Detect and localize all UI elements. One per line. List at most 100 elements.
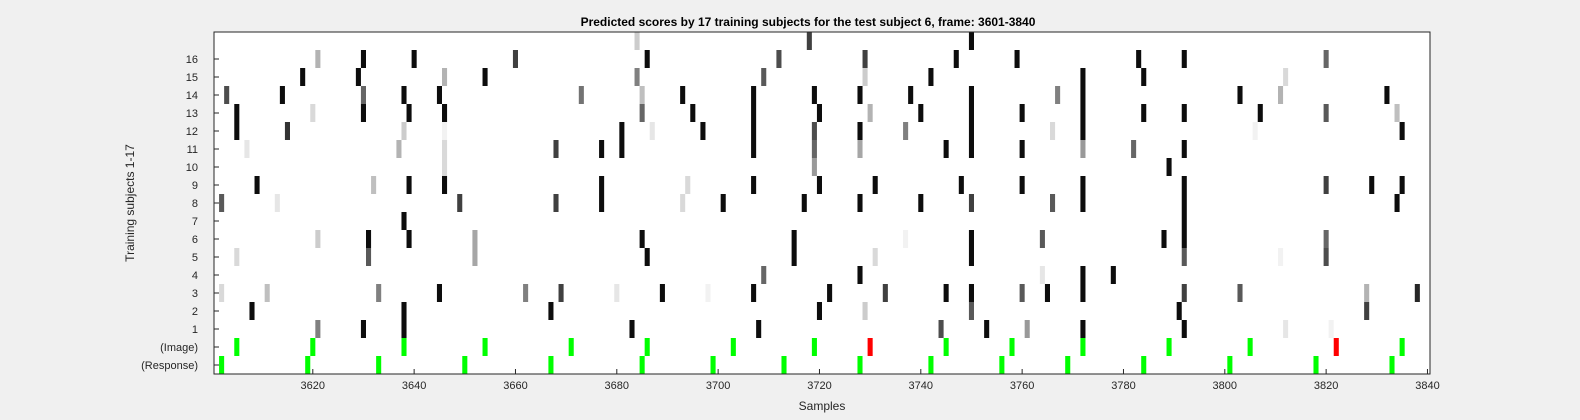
score-cell (761, 68, 766, 86)
score-cell (944, 140, 949, 158)
score-cell (1040, 266, 1045, 284)
score-cell (437, 284, 442, 302)
score-cell (721, 194, 726, 212)
score-cell (1182, 284, 1187, 302)
score-cell (1080, 86, 1085, 104)
score-cell (969, 194, 974, 212)
score-cell (903, 230, 908, 248)
y-tick-label: (Response) (141, 360, 198, 372)
score-cell (629, 320, 634, 338)
score-cell (1080, 320, 1085, 338)
score-cell (918, 104, 923, 122)
score-cell (275, 194, 280, 212)
score-cell (599, 176, 604, 194)
score-cell (645, 248, 650, 266)
y-tick-label: 15 (186, 72, 198, 84)
score-cell (234, 248, 239, 266)
score-cell (645, 50, 650, 68)
score-cell (285, 122, 290, 140)
y-tick-label: 13 (186, 108, 198, 120)
score-cell (1329, 320, 1334, 338)
score-cell (619, 140, 624, 158)
score-cell (700, 122, 705, 140)
image-mark (234, 338, 239, 356)
score-cell (1258, 104, 1263, 122)
score-cell (1050, 194, 1055, 212)
score-cell (442, 104, 447, 122)
x-tick-label: 3820 (1314, 380, 1338, 392)
image-mark (1400, 338, 1405, 356)
score-cell (1182, 176, 1187, 194)
response-mark (711, 356, 716, 374)
score-cell (817, 302, 822, 320)
score-cell (1080, 266, 1085, 284)
score-cell (1080, 140, 1085, 158)
score-cell (472, 230, 477, 248)
score-cell (224, 86, 229, 104)
image-mark (310, 338, 315, 356)
score-cell (1278, 248, 1283, 266)
y-tick-label: 4 (192, 270, 198, 282)
score-cell (690, 104, 695, 122)
score-cell (873, 248, 878, 266)
score-cell (1182, 320, 1187, 338)
image-mark (1334, 338, 1339, 356)
score-cell (807, 32, 812, 50)
score-cell (660, 284, 665, 302)
response-mark (999, 356, 1004, 374)
x-tick-label: 3640 (402, 380, 426, 392)
score-cell (401, 86, 406, 104)
x-axis-label: Samples (799, 399, 846, 413)
score-cell (640, 104, 645, 122)
score-cell (553, 140, 558, 158)
score-cell (812, 122, 817, 140)
score-cell (827, 284, 832, 302)
score-cell (857, 86, 862, 104)
score-cell (1025, 320, 1030, 338)
chart-title: Predicted scores by 17 training subjects… (581, 15, 1036, 29)
score-cell (280, 86, 285, 104)
score-cell (918, 194, 923, 212)
image-mark (1080, 338, 1085, 356)
y-tick-label: 6 (192, 234, 198, 246)
x-tick-label: 3700 (706, 380, 730, 392)
score-cell (442, 140, 447, 158)
score-cell (1182, 230, 1187, 248)
score-cell (868, 104, 873, 122)
y-tick-label: (Image) (160, 342, 198, 354)
response-mark (928, 356, 933, 374)
score-cell (1278, 86, 1283, 104)
y-tick-label: 12 (186, 126, 198, 138)
score-cell (873, 176, 878, 194)
score-cell (1364, 284, 1369, 302)
score-cell (959, 176, 964, 194)
score-cell (234, 122, 239, 140)
score-cell (1182, 212, 1187, 230)
y-tick-label: 11 (187, 144, 198, 156)
score-cell (1237, 86, 1242, 104)
y-tick-label: 9 (192, 180, 198, 192)
image-mark (944, 338, 949, 356)
score-cell (401, 122, 406, 140)
score-cell (1080, 122, 1085, 140)
score-cell (1131, 140, 1136, 158)
score-cell (310, 104, 315, 122)
score-cell (1324, 176, 1329, 194)
score-cell (1324, 248, 1329, 266)
score-cell (1080, 284, 1085, 302)
score-cell (969, 230, 974, 248)
score-cell (751, 284, 756, 302)
y-tick-label: 10 (186, 162, 198, 174)
score-cell (1283, 68, 1288, 86)
score-cell (1161, 230, 1166, 248)
score-cell (812, 86, 817, 104)
score-cell (219, 284, 224, 302)
score-cell (863, 302, 868, 320)
score-cell (792, 230, 797, 248)
response-mark (548, 356, 553, 374)
score-cell (1080, 194, 1085, 212)
image-mark (1248, 338, 1253, 356)
score-cell (776, 50, 781, 68)
score-cell (599, 140, 604, 158)
x-tick-label: 3680 (605, 380, 629, 392)
